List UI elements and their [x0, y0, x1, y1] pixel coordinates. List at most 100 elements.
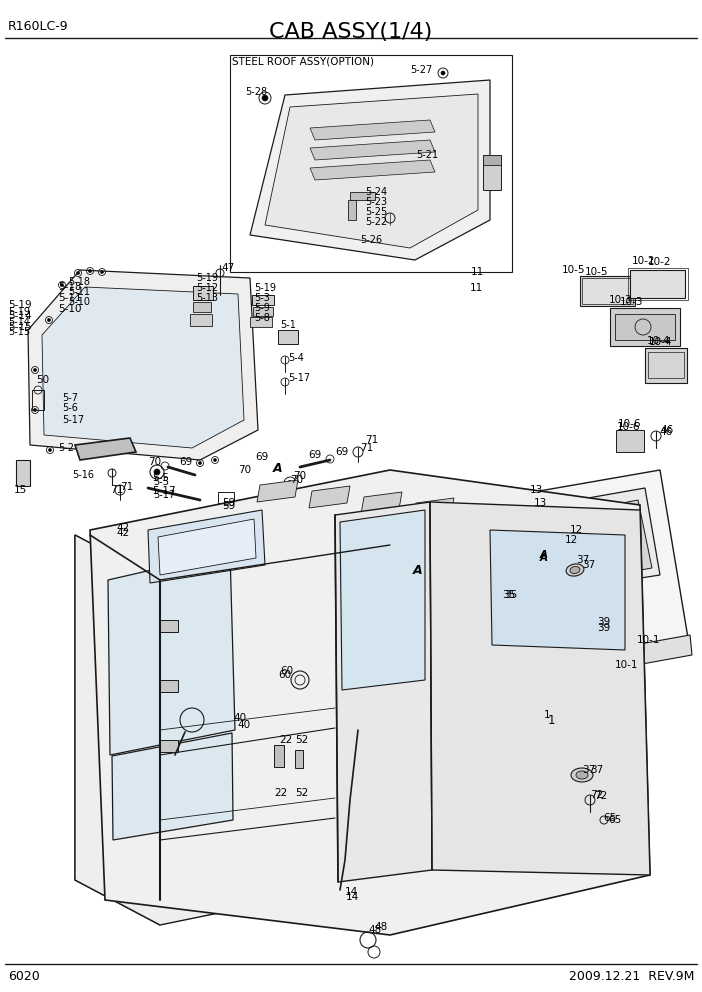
Circle shape — [34, 368, 37, 371]
Text: 5-7: 5-7 — [62, 393, 78, 403]
Text: 5-17: 5-17 — [153, 490, 175, 500]
Text: 10-2: 10-2 — [632, 256, 656, 266]
Text: 69: 69 — [308, 450, 322, 460]
Text: 72: 72 — [594, 791, 607, 801]
Polygon shape — [430, 502, 650, 875]
Bar — [580, 276, 635, 306]
Text: 5-14: 5-14 — [8, 311, 32, 321]
Text: 72: 72 — [590, 790, 603, 800]
Text: 5-19: 5-19 — [8, 307, 30, 317]
Text: 5-5: 5-5 — [152, 473, 169, 483]
Text: 52: 52 — [295, 788, 308, 798]
Text: 5-9: 5-9 — [254, 303, 270, 313]
Text: 5-28: 5-28 — [245, 87, 267, 97]
Text: 10-5: 10-5 — [562, 265, 585, 275]
Text: 13: 13 — [530, 485, 543, 495]
Text: 37: 37 — [590, 765, 603, 775]
Text: 12: 12 — [565, 535, 578, 545]
Polygon shape — [310, 160, 435, 180]
Polygon shape — [340, 510, 425, 690]
Bar — [295, 750, 303, 768]
Text: 10-3: 10-3 — [609, 295, 633, 305]
Text: 71: 71 — [110, 485, 124, 495]
Circle shape — [48, 318, 51, 321]
Text: 22: 22 — [279, 735, 292, 745]
Polygon shape — [520, 488, 660, 594]
Bar — [160, 740, 178, 752]
Text: 5-17: 5-17 — [62, 415, 84, 425]
Polygon shape — [75, 438, 136, 460]
Bar — [278, 330, 298, 344]
Text: 5-23: 5-23 — [365, 197, 387, 207]
Ellipse shape — [570, 566, 580, 573]
Polygon shape — [490, 530, 625, 650]
Bar — [483, 155, 501, 165]
Text: 22: 22 — [274, 788, 287, 798]
Text: 5-12: 5-12 — [196, 283, 218, 293]
Text: 13: 13 — [534, 498, 548, 508]
Text: 37: 37 — [576, 555, 589, 565]
Polygon shape — [42, 287, 244, 448]
Text: 5-26: 5-26 — [360, 235, 382, 245]
Circle shape — [590, 633, 595, 638]
Circle shape — [213, 458, 216, 461]
Text: 10-5: 10-5 — [585, 267, 609, 277]
Text: 5-15: 5-15 — [8, 327, 30, 337]
Text: 46: 46 — [660, 425, 673, 435]
Text: 69: 69 — [335, 447, 348, 457]
Text: 11: 11 — [470, 283, 483, 293]
Text: 59: 59 — [222, 501, 235, 511]
Text: 71: 71 — [120, 482, 133, 492]
Circle shape — [88, 270, 91, 273]
Bar — [348, 200, 356, 220]
Bar — [230, 55, 512, 272]
Bar — [160, 620, 178, 632]
Bar — [218, 492, 234, 503]
Text: 11: 11 — [471, 267, 484, 277]
Polygon shape — [590, 635, 692, 673]
Text: 5-22: 5-22 — [365, 217, 388, 227]
Text: A: A — [540, 553, 548, 563]
Text: A: A — [413, 563, 423, 576]
Text: 5-10: 5-10 — [58, 304, 81, 314]
Text: 60: 60 — [280, 666, 293, 676]
Circle shape — [48, 448, 51, 451]
Polygon shape — [75, 535, 160, 925]
Bar — [648, 352, 684, 378]
Text: 35: 35 — [502, 590, 515, 600]
Text: 59: 59 — [222, 498, 235, 508]
Text: 5-4: 5-4 — [288, 353, 304, 363]
Text: 5-17: 5-17 — [288, 373, 310, 383]
Text: 15: 15 — [14, 485, 27, 495]
Text: 10-6: 10-6 — [617, 422, 640, 432]
Bar — [190, 314, 212, 326]
Text: 6020: 6020 — [8, 970, 40, 983]
Ellipse shape — [566, 563, 584, 576]
Text: 5-10: 5-10 — [68, 297, 90, 307]
Circle shape — [199, 461, 201, 464]
Text: 5-18: 5-18 — [68, 277, 90, 287]
Circle shape — [288, 480, 293, 485]
Text: 40: 40 — [233, 713, 246, 723]
Text: 5-14: 5-14 — [8, 317, 30, 327]
Text: 46: 46 — [659, 427, 673, 437]
Polygon shape — [112, 733, 233, 840]
Text: 69: 69 — [255, 452, 268, 462]
Bar — [630, 270, 685, 298]
Polygon shape — [413, 498, 454, 520]
Circle shape — [34, 409, 37, 412]
Text: 69: 69 — [179, 457, 192, 467]
Text: 40: 40 — [237, 720, 250, 730]
Bar — [274, 745, 284, 767]
Bar — [350, 192, 375, 200]
Polygon shape — [108, 552, 235, 755]
Circle shape — [441, 71, 445, 75]
Text: 48: 48 — [368, 925, 381, 935]
Text: 14: 14 — [346, 892, 359, 902]
Polygon shape — [309, 486, 350, 508]
Text: 10-3: 10-3 — [620, 297, 644, 307]
Text: 10-2: 10-2 — [648, 257, 672, 267]
Polygon shape — [310, 140, 435, 160]
Polygon shape — [534, 500, 652, 586]
Polygon shape — [265, 94, 478, 248]
